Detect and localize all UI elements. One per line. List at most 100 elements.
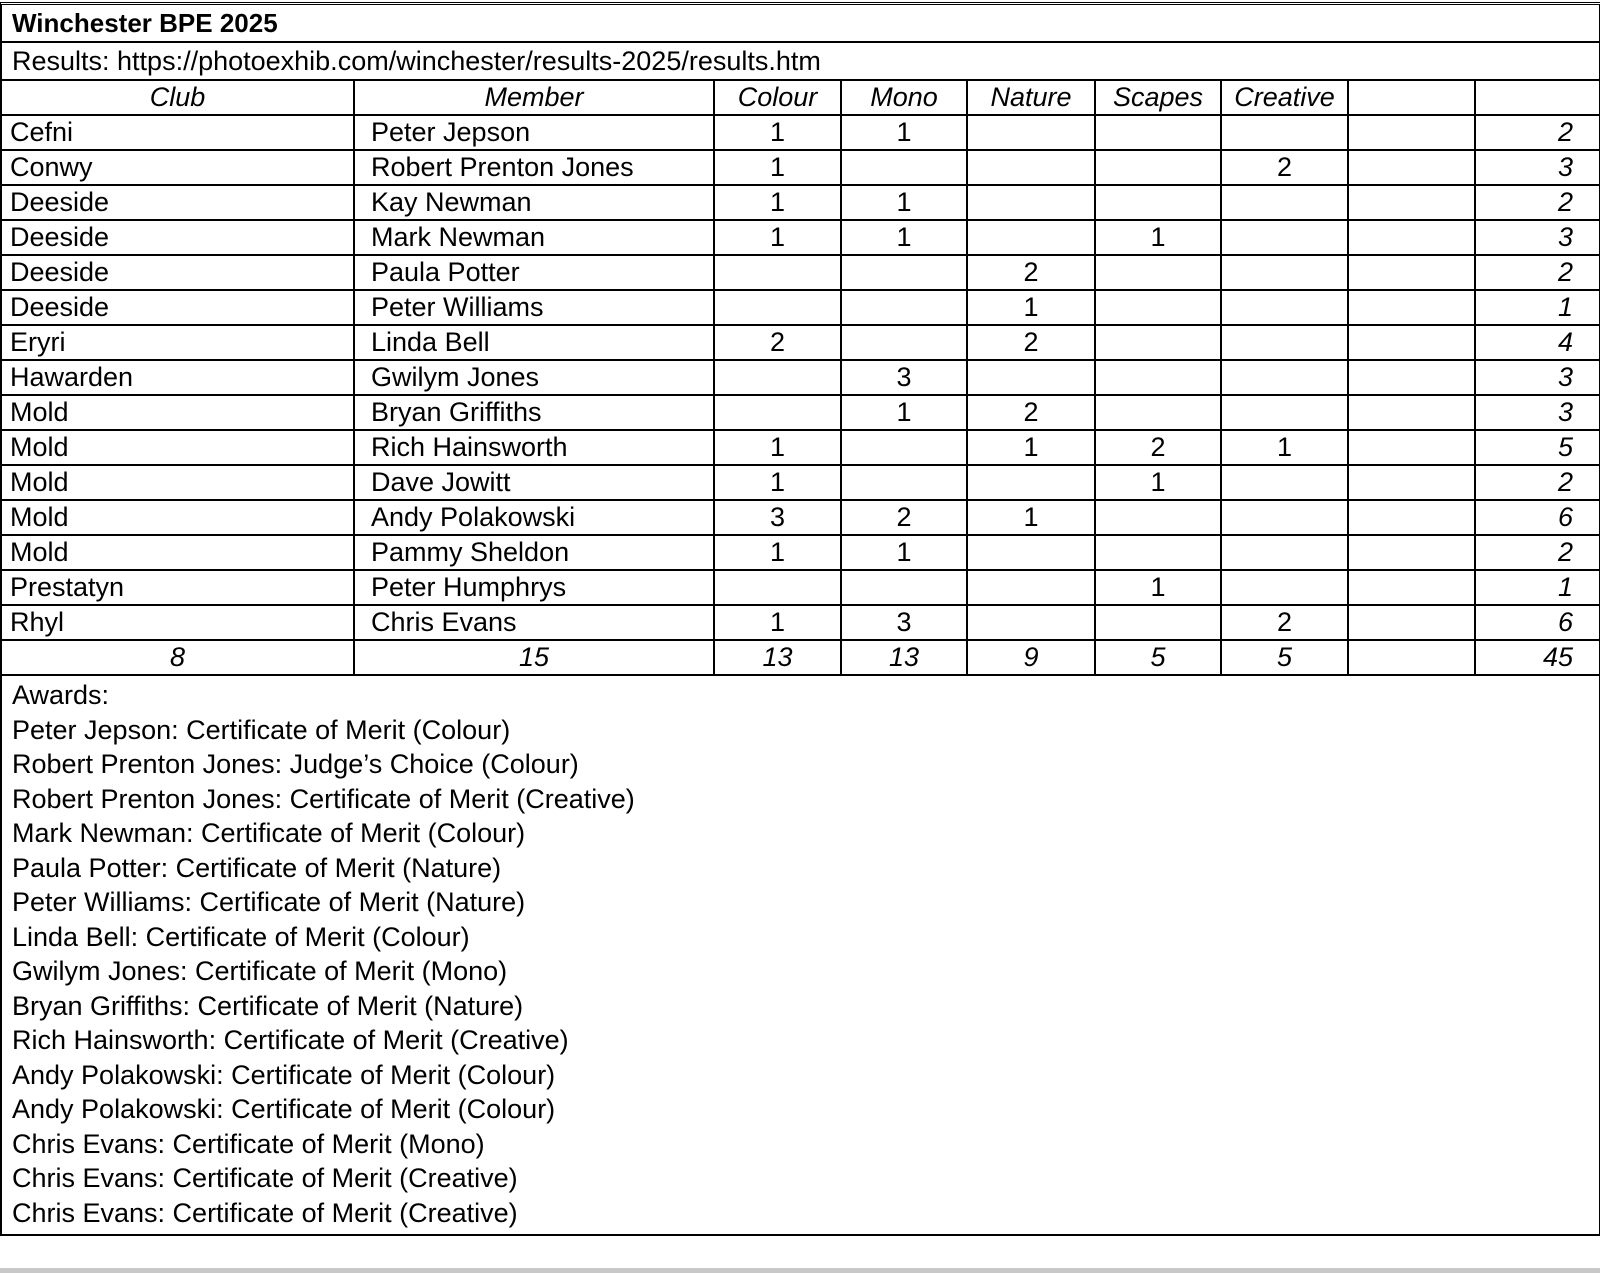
- cell-blank: [1347, 149, 1476, 186]
- cell-blank: [1347, 114, 1476, 151]
- cell-creative: [1220, 464, 1349, 501]
- cell-creative: [1220, 254, 1349, 291]
- header-row: Club Member Colour Mono Nature Scapes Creative: [2, 81, 1599, 116]
- cell-nature: [966, 604, 1096, 641]
- cell-colour: 1: [713, 219, 842, 256]
- cell-total: 1: [1474, 289, 1599, 326]
- cell-scapes: [1094, 604, 1222, 641]
- cell-colour: 2: [713, 324, 842, 361]
- cell-mono: 3: [840, 604, 968, 641]
- cell-nature: 2: [966, 394, 1096, 431]
- award-item: Chris Evans: Certificate of Merit (Mono): [12, 1128, 485, 1159]
- cell-colour: 1: [713, 114, 842, 151]
- cell-creative: 2: [1220, 604, 1349, 641]
- cell-nature: [966, 184, 1096, 221]
- column-header-nature: Nature: [966, 81, 1096, 116]
- cell-club: Deeside: [2, 254, 355, 291]
- table-row: Mold Pammy Sheldon 1 1 2: [2, 534, 1599, 571]
- awards-section: Awards: Peter Jepson: Certificate of Mer…: [2, 674, 1599, 1234]
- cell-member: Dave Jowitt: [353, 464, 715, 501]
- cell-nature: 2: [966, 324, 1096, 361]
- cell-creative: [1220, 499, 1349, 536]
- cell-colour: [713, 289, 842, 326]
- cell-scapes: 1: [1094, 569, 1222, 606]
- cell-total: 6: [1474, 604, 1599, 641]
- table-row: Mold Dave Jowitt 1 1 2: [2, 464, 1599, 501]
- cell-club: Mold: [2, 394, 355, 431]
- cell-colour: [713, 359, 842, 396]
- cell-colour: [713, 394, 842, 431]
- cell-creative: 2: [1220, 149, 1349, 186]
- cell-total: 2: [1474, 464, 1599, 501]
- cell-club: Prestatyn: [2, 569, 355, 606]
- award-item: Andy Polakowski: Certificate of Merit (C…: [12, 1094, 556, 1124]
- award-item: Peter Jepson: Certificate of Merit (Colo…: [12, 714, 511, 745]
- cell-scapes: [1094, 359, 1222, 396]
- cell-colour: 1: [713, 429, 842, 466]
- cell-scapes: 1: [1094, 219, 1222, 256]
- cell-scapes: [1094, 149, 1222, 186]
- award-item: Robert Prenton Jones: Judge’s Choice (Co…: [12, 749, 579, 779]
- table-row: Deeside Paula Potter 2 2: [2, 254, 1599, 291]
- total-nature: 9: [966, 639, 1096, 674]
- total-mono: 13: [840, 639, 968, 674]
- cell-member: Peter Jepson: [353, 114, 715, 151]
- cell-member: Peter Williams: [353, 289, 715, 326]
- cell-member: Kay Newman: [353, 184, 715, 221]
- cell-colour: 3: [713, 499, 842, 536]
- award-item: Andy Polakowski: Certificate of Merit (C…: [12, 1059, 556, 1090]
- sheet-title: Winchester BPE 2025: [2, 5, 1599, 43]
- awards-label: Awards:: [12, 680, 110, 710]
- cell-club: Deeside: [2, 184, 355, 221]
- total-creative: 5: [1220, 639, 1349, 674]
- cell-nature: 1: [966, 289, 1096, 326]
- cell-total: 1: [1474, 569, 1599, 606]
- cell-creative: [1220, 359, 1349, 396]
- table-row: Deeside Kay Newman 1 1 2: [2, 184, 1599, 221]
- cell-nature: [966, 464, 1096, 501]
- cell-scapes: [1094, 184, 1222, 221]
- cell-member: Rich Hainsworth: [353, 429, 715, 466]
- cell-blank: [1347, 219, 1476, 256]
- cell-club: Deeside: [2, 219, 355, 256]
- cell-mono: [840, 254, 968, 291]
- table-row: Conwy Robert Prenton Jones 1 2 3: [2, 149, 1599, 186]
- cell-nature: [966, 219, 1096, 256]
- cell-club: Mold: [2, 464, 355, 501]
- cell-scapes: [1094, 534, 1222, 571]
- award-item: Paula Potter: Certificate of Merit (Natu…: [12, 852, 502, 883]
- table-row: Cefni Peter Jepson 1 1 2: [2, 114, 1599, 151]
- cell-blank: [1347, 184, 1476, 221]
- results-sheet: Winchester BPE 2025 Results: https://pho…: [0, 2, 1600, 1236]
- cell-blank: [1347, 359, 1476, 396]
- cell-total: 3: [1474, 394, 1599, 431]
- column-header-scapes: Scapes: [1094, 81, 1222, 116]
- cell-colour: [713, 569, 842, 606]
- table-row: Eryri Linda Bell 2 2 4: [2, 324, 1599, 361]
- totals-row: 8 15 13 13 9 5 5 45: [2, 639, 1599, 674]
- column-header-blank: [1347, 81, 1476, 116]
- total-colour: 13: [713, 639, 842, 674]
- cell-scapes: [1094, 254, 1222, 291]
- cell-scapes: [1094, 114, 1222, 151]
- cell-member: Gwilym Jones: [353, 359, 715, 396]
- cell-club: Eryri: [2, 324, 355, 361]
- column-header-mono: Mono: [840, 81, 968, 116]
- cell-nature: [966, 534, 1096, 571]
- table-row: Deeside Peter Williams 1 1: [2, 289, 1599, 326]
- cell-creative: [1220, 219, 1349, 256]
- cell-club: Conwy: [2, 149, 355, 186]
- results-link-line: Results: https://photoexhib.com/winchest…: [2, 43, 1599, 81]
- table-row: Mold Andy Polakowski 3 2 1 6: [2, 499, 1599, 536]
- total-club: 8: [2, 639, 355, 674]
- cell-creative: [1220, 569, 1349, 606]
- cell-member: Andy Polakowski: [353, 499, 715, 536]
- cell-mono: 1: [840, 394, 968, 431]
- total-blank: [1347, 639, 1476, 674]
- cell-club: Deeside: [2, 289, 355, 326]
- cell-member: Bryan Griffiths: [353, 394, 715, 431]
- cell-total: 2: [1474, 254, 1599, 291]
- total-member: 15: [353, 639, 715, 674]
- cell-member: Mark Newman: [353, 219, 715, 256]
- cell-nature: [966, 569, 1096, 606]
